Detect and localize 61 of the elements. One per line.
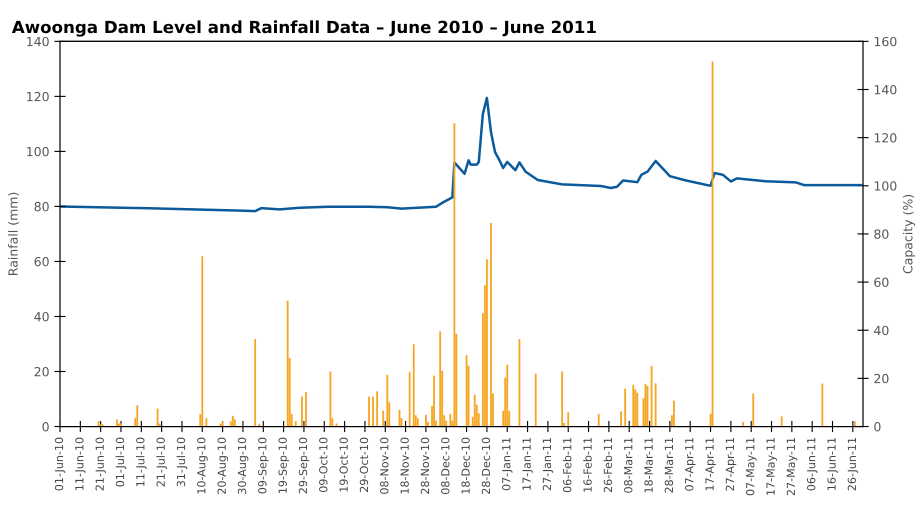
y2-tick-label: 20	[874, 374, 888, 384]
x-tick-label: 17-Jan-11	[522, 438, 533, 490]
y2-tick-label: 40	[874, 326, 888, 336]
x-tick-label: 06-Feb-11	[562, 438, 572, 492]
x-tick-label: 20-Aug-10	[217, 438, 228, 494]
y2-axis-title: Capacity (%)	[902, 194, 915, 274]
x-tick-label: 09-Sep-10	[258, 438, 269, 494]
x-tick-label: 01-Jul-10	[116, 438, 126, 487]
y-tick-label: 100	[27, 146, 49, 156]
x-tick-label: 31-Jul-10	[176, 438, 188, 486]
x-tick-label: 08-Dec-10	[441, 438, 450, 494]
x-tick-label: 27-Jan-11	[542, 438, 554, 490]
x-tick-label: 18-Mar-11	[644, 438, 653, 492]
y-tick-label: 60	[34, 256, 49, 266]
y-tick-label: 140	[27, 36, 49, 46]
y2-tick-label: 80	[874, 229, 888, 239]
y-tick-label: 80	[34, 202, 49, 212]
x-tick-label: 21-Jul-10	[156, 438, 167, 486]
x-tick-label: 21-Jun-10	[95, 438, 106, 490]
x-tick-label: 19-Sep-10	[278, 438, 289, 493]
x-tick-label: 29-Oct-10	[360, 438, 368, 492]
x-tick-label: 18-Nov-10	[400, 438, 409, 494]
y2-tick-label: 160	[874, 36, 896, 46]
x-tick-label: 28-Dec-10	[482, 438, 490, 494]
x-tick-label: 09-Oct-10	[319, 438, 328, 492]
y-axis-title: Rainfall (mm)	[8, 192, 20, 275]
y-tick-label: 0	[42, 422, 49, 432]
y2-tick-label: 60	[874, 278, 888, 288]
x-tick-label: 08-Nov-10	[380, 438, 388, 494]
x-tick-label: 18-Dec-10	[461, 438, 470, 494]
x-tick-label: 10-Aug-10	[197, 438, 208, 494]
x-tick-label: 27-Apr-11	[726, 438, 736, 491]
y-tick-label: 40	[34, 312, 49, 322]
y2-tick-label: 100	[874, 181, 896, 191]
x-tick-label: 28-Nov-10	[420, 438, 430, 494]
x-tick-label: 17-Apr-11	[706, 438, 716, 490]
x-tick-label: 11-Jun-10	[75, 438, 86, 490]
x-tick-label: 11-Jul-10	[136, 438, 147, 486]
y-tick-label: 120	[27, 92, 49, 102]
x-tick-label: 26-Jun-11	[848, 438, 858, 490]
x-tick-label: 17-May-11	[766, 438, 777, 495]
x-tick-label: 08-Mar-11	[624, 438, 632, 493]
x-tick-label: 16-Feb-11	[583, 438, 592, 492]
x-tick-label: 27-May-11	[786, 438, 798, 496]
x-tick-label: 30-Aug-10	[238, 438, 248, 494]
y2-tick-label: 0	[874, 422, 881, 432]
x-tick-label: 28-Mar-11	[664, 438, 674, 493]
x-tick-label: 07-Jan-11	[502, 438, 513, 490]
y2-tick-label: 120	[874, 133, 896, 143]
x-tick-label: 06-Jun-11	[807, 438, 818, 490]
x-tick-label: 07-May-11	[746, 438, 757, 496]
line-series	[60, 96, 862, 212]
x-tick-label: 26-Feb-11	[604, 438, 612, 492]
y2-tick-label: 140	[874, 84, 896, 94]
chart-title: Awoonga Dam Level and Rainfall Data – June 2010 – June 2011	[12, 20, 596, 37]
x-tick-label: 07-Apr-11	[685, 438, 696, 491]
y-tick-label: 20	[34, 366, 49, 376]
x-tick-label: 19-Oct-10	[339, 438, 348, 492]
x-tick-label: 29-Sep-10	[298, 438, 310, 494]
x-tick-label: 01-Jun-10	[54, 438, 66, 490]
x-tick-label: 16-Jun-11	[827, 438, 838, 490]
